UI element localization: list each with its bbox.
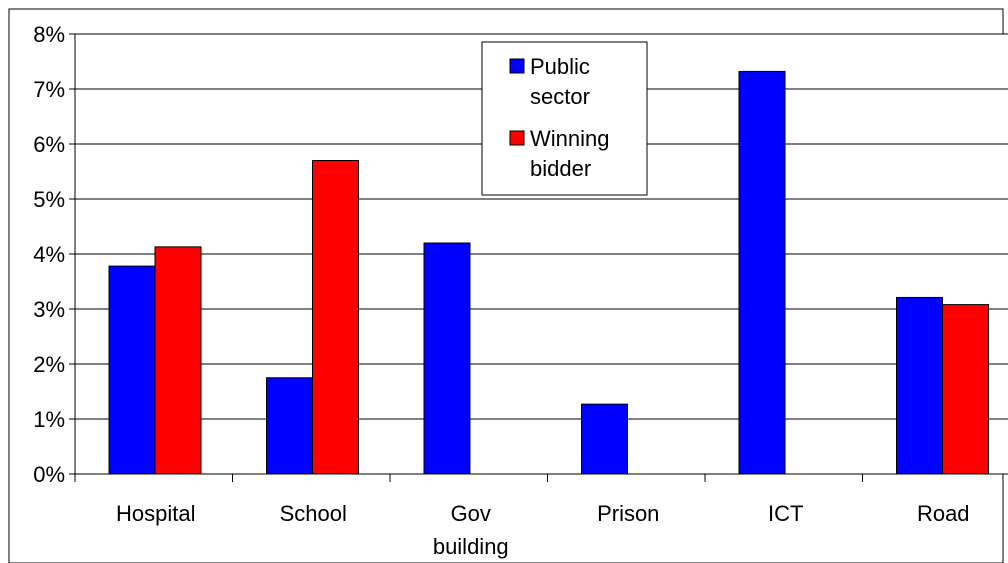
x-tick-label: Hospital <box>116 501 195 526</box>
bar-public-sector-prison <box>581 403 628 475</box>
legend-swatch <box>509 58 525 74</box>
legend: Public sector Winning bidder <box>481 41 648 196</box>
x-tick-label: Prison <box>597 501 659 526</box>
bars <box>108 70 989 475</box>
x-tick-label: Gov building <box>433 501 509 559</box>
x-tick-label: Road <box>917 501 970 526</box>
bar-winning-bidder-school <box>312 160 359 475</box>
x-tick-label: School <box>280 501 347 526</box>
axes <box>69 33 1008 482</box>
y-axis-tick-labels: 0% 1% 2% 3% 4% 5% 6% 7% 8% <box>33 22 65 487</box>
bar-public-sector-hospital <box>108 265 156 475</box>
y-tick-label: 4% <box>33 242 65 267</box>
legend-label: Public sector <box>530 54 590 109</box>
x-axis-tick-labels: Hospital School Gov building Prison ICT Road <box>116 501 970 559</box>
y-tick-label: 1% <box>33 407 65 432</box>
bar-winning-bidder-hospital <box>154 246 202 475</box>
y-tick-label: 3% <box>33 297 65 322</box>
y-tick-label: 7% <box>33 77 65 102</box>
bar-public-sector-ict <box>738 70 786 475</box>
y-tick-label: 0% <box>33 462 65 487</box>
y-tick-label: 5% <box>33 187 65 212</box>
x-tick-label: ICT <box>768 501 803 526</box>
y-tick-label: 8% <box>33 22 65 47</box>
legend-swatch <box>509 130 525 146</box>
bar-winning-bidder-road <box>942 304 989 475</box>
y-tick-label: 6% <box>33 132 65 157</box>
y-tick-label: 2% <box>33 352 65 377</box>
legend-label: Winning bidder <box>530 126 609 181</box>
bar-public-sector-gov-building <box>423 242 471 475</box>
bar-public-sector-school <box>266 377 313 475</box>
bar-public-sector-road <box>896 296 943 475</box>
